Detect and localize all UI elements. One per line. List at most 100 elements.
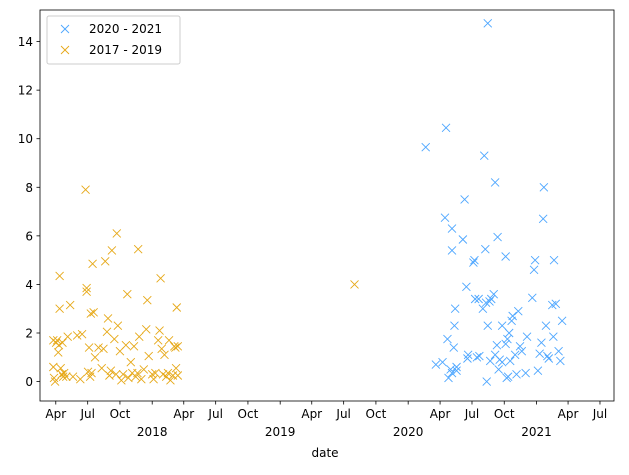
data-point — [50, 377, 60, 386]
plot-background — [40, 10, 614, 401]
x-tick-label: Jul — [79, 407, 94, 421]
data-point — [110, 334, 119, 344]
data-point — [533, 366, 543, 375]
data-point — [474, 294, 483, 304]
series-2017-2019 — [49, 185, 359, 386]
data-point — [107, 246, 117, 255]
data-point — [513, 306, 523, 316]
data-point — [440, 213, 450, 222]
x-tick-label: Jul — [592, 407, 607, 421]
data-point — [527, 293, 537, 303]
data-point — [438, 357, 447, 367]
data-point — [122, 289, 132, 299]
data-point — [503, 372, 513, 382]
y-tick-label: 10 — [18, 132, 33, 146]
y-tick-label: 14 — [18, 35, 33, 49]
x-axis: Apr Jul Oct Apr Jul Oct Apr Jul Oct Apr Jul Oct Apr J… — [45, 401, 607, 439]
data-point — [350, 280, 359, 289]
data-point — [521, 368, 530, 378]
data-point — [544, 354, 554, 363]
x-year-label: 2018 — [137, 425, 168, 439]
data-point — [449, 343, 459, 352]
data-point — [538, 214, 548, 224]
data-point — [86, 309, 96, 318]
data-point — [470, 255, 479, 265]
data-point — [112, 229, 122, 238]
data-point — [87, 368, 96, 378]
data-point — [144, 351, 154, 361]
data-point — [472, 352, 482, 362]
data-point — [530, 255, 540, 265]
data-point — [57, 369, 67, 379]
data-point — [441, 123, 451, 133]
data-point — [133, 244, 143, 254]
data-point — [497, 321, 507, 331]
data-point — [124, 373, 133, 383]
data-point — [470, 294, 480, 304]
legend-marker-2020-2021 — [60, 24, 70, 34]
data-point — [510, 350, 520, 360]
x-tick-label: Apr — [45, 407, 66, 421]
y-tick-label: 6 — [25, 229, 33, 243]
x-year-label: 2020 — [393, 425, 424, 439]
y-tick-label: 12 — [18, 84, 33, 98]
data-point — [492, 340, 502, 350]
data-point — [113, 321, 123, 331]
data-point — [55, 304, 64, 314]
legend-box — [46, 15, 181, 65]
data-point — [482, 377, 492, 386]
x-year-label: 2021 — [521, 425, 552, 439]
data-point — [543, 351, 552, 361]
data-point — [99, 344, 108, 354]
data-point — [501, 252, 510, 261]
data-point — [142, 295, 152, 305]
data-point — [537, 338, 546, 348]
data-point — [421, 142, 431, 152]
data-point — [517, 346, 527, 356]
data-point — [173, 371, 183, 380]
data-point — [61, 372, 71, 382]
data-point — [447, 246, 457, 255]
data-point — [462, 282, 471, 292]
data-point — [515, 342, 525, 351]
data-point — [535, 349, 544, 358]
data-point — [82, 283, 91, 293]
data-point — [157, 344, 166, 354]
data-point — [171, 363, 181, 373]
x-tick-label: Apr — [558, 407, 579, 421]
data-point — [483, 19, 493, 28]
data-point — [55, 271, 64, 281]
data-point — [88, 259, 97, 269]
data-point — [153, 335, 163, 345]
data-point — [141, 325, 151, 334]
x-tick-label: Jul — [464, 407, 479, 421]
y-tick-label: 8 — [25, 181, 33, 195]
data-point — [156, 274, 165, 283]
data-point — [103, 314, 113, 323]
data-point — [450, 321, 459, 331]
x-tick-label: Jul — [335, 407, 350, 421]
data-point — [489, 289, 499, 299]
data-points — [49, 19, 567, 386]
data-point — [160, 350, 169, 360]
data-point — [118, 369, 128, 379]
data-point — [483, 321, 493, 331]
series-2020-2021 — [421, 19, 567, 386]
data-point — [126, 357, 136, 367]
data-point — [508, 311, 517, 321]
data-point — [49, 373, 59, 383]
data-point — [539, 182, 549, 192]
y-tick-label: 4 — [25, 278, 33, 292]
data-point — [512, 369, 521, 379]
legend: 2020 - 2021 2017 - 2019 — [46, 15, 181, 65]
legend-label-2020-2021: 2020 - 2021 — [89, 22, 162, 36]
x-axis-title: date — [311, 446, 338, 460]
data-point — [137, 374, 146, 384]
data-point — [452, 366, 461, 375]
data-point — [90, 352, 100, 362]
data-point — [478, 304, 488, 314]
x-tick-label: Apr — [301, 407, 322, 421]
data-point — [556, 356, 565, 366]
data-point — [58, 338, 67, 348]
